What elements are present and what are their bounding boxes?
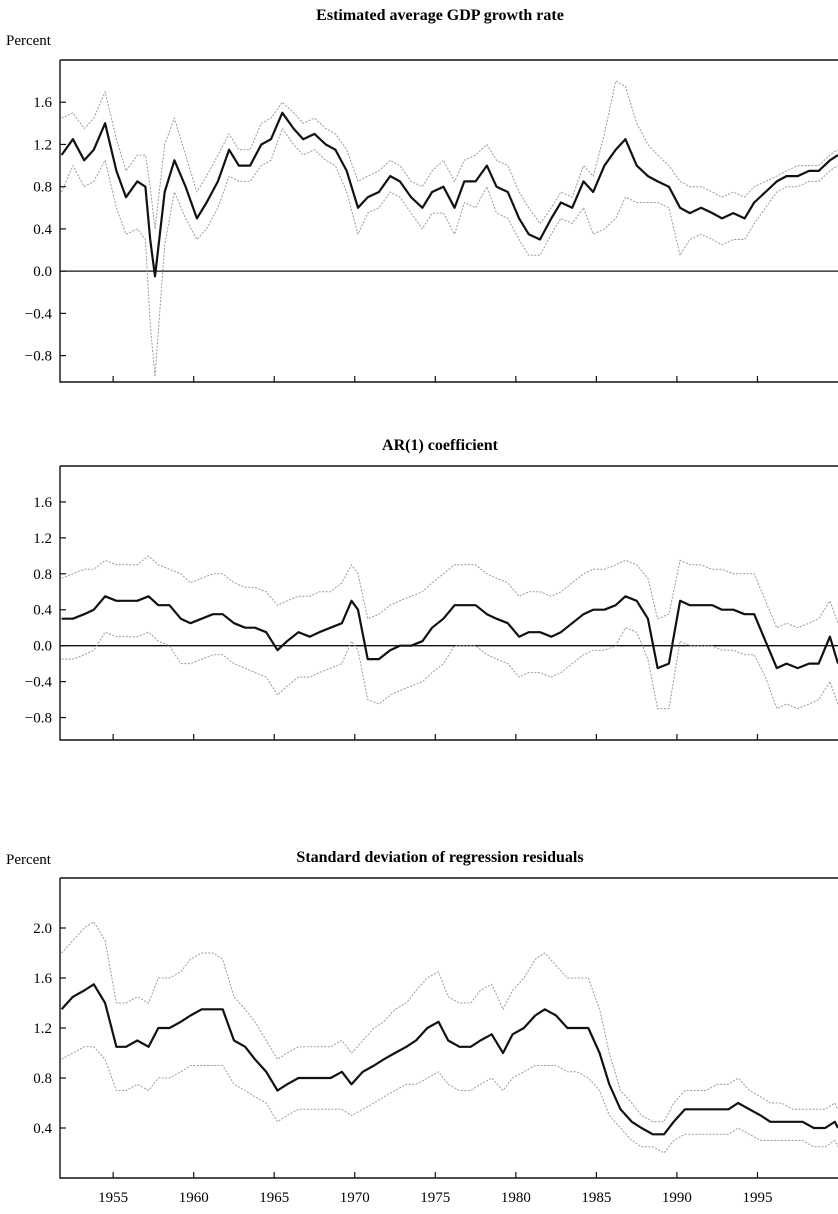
y-tick-label: 1.2 bbox=[33, 531, 52, 547]
series-line-confidence-band bbox=[61, 80, 838, 230]
series-line-confidence-band bbox=[61, 128, 838, 378]
y-tick-label: 0.4 bbox=[33, 603, 52, 619]
y-tick-label: −0.8 bbox=[25, 711, 52, 727]
series-line-estimate bbox=[60, 111, 838, 278]
plot-area: 0.4 0.8 1.2 1.6 2.0 1955 1960 1965 1970 1975 1980 1… bbox=[33, 877, 838, 1206]
x-tick-label: 1980 bbox=[501, 1190, 531, 1206]
series-line-confidence-band bbox=[61, 555, 838, 629]
series-line-estimate bbox=[60, 983, 838, 1136]
x-tick-label: 1975 bbox=[420, 1190, 450, 1206]
y-tick-label: 0.8 bbox=[33, 180, 52, 196]
series-line-confidence-band bbox=[61, 921, 838, 1123]
axis-frame bbox=[59, 877, 838, 1179]
y-axis-unit-label: Percent bbox=[6, 33, 52, 49]
y-tick-label: −0.4 bbox=[25, 306, 53, 322]
panel-title: Standard deviation of regression residua… bbox=[296, 849, 583, 866]
series-line-confidence-band bbox=[61, 627, 838, 710]
y-tick-label: 0.8 bbox=[33, 1071, 52, 1087]
y-tick-label: 1.6 bbox=[33, 971, 52, 987]
y-tick-label: 1.2 bbox=[33, 1021, 52, 1037]
plot-area: −0.8 −0.4 0.0 0.4 0.8 1.2 1.6 bbox=[25, 465, 838, 741]
x-tick-label: 1960 bbox=[179, 1190, 209, 1206]
panel-title: Estimated average GDP growth rate bbox=[316, 7, 564, 24]
x-tick-label: 1955 bbox=[98, 1190, 128, 1206]
y-tick-label: 0.0 bbox=[33, 639, 52, 655]
y-tick-label: −0.8 bbox=[25, 349, 52, 365]
y-tick-label: 0.0 bbox=[33, 264, 52, 280]
y-tick-label: 0.4 bbox=[33, 222, 52, 238]
axis-frame bbox=[59, 465, 838, 741]
y-tick-label: 2.0 bbox=[33, 921, 52, 937]
panel-residual-std-dev: Standard deviation of regression residua… bbox=[6, 849, 838, 1206]
series-line-estimate bbox=[61, 595, 838, 670]
x-tick-label: 1985 bbox=[581, 1190, 611, 1206]
panel-ar1-coefficient: AR(1) coefficient −0.8 −0.4 0.0 0.4 0.8 1.2 1.… bbox=[25, 437, 838, 741]
x-tick-label: 1995 bbox=[742, 1190, 772, 1206]
y-axis-unit-label: Percent bbox=[6, 852, 52, 868]
y-tick-label: 0.8 bbox=[33, 567, 52, 583]
y-tick-label: 1.2 bbox=[33, 137, 52, 153]
x-tick-label: 1965 bbox=[259, 1190, 289, 1206]
y-tick-label: 0.4 bbox=[33, 1121, 52, 1137]
x-tick-label: 1990 bbox=[662, 1190, 692, 1206]
panel-gdp-growth: Estimated average GDP growth rate Percen… bbox=[6, 7, 838, 383]
y-tick-label: 1.6 bbox=[33, 95, 52, 111]
y-tick-label: 1.6 bbox=[33, 495, 52, 511]
series-line-confidence-band bbox=[61, 1046, 838, 1154]
plot-area: −0.8 −0.4 0.0 0.4 0.8 1.2 1.6 bbox=[25, 59, 838, 383]
x-tick-label: 1970 bbox=[340, 1190, 370, 1206]
y-tick-label: −0.4 bbox=[25, 675, 53, 691]
axis-frame bbox=[59, 59, 838, 383]
panel-title: AR(1) coefficient bbox=[382, 437, 499, 454]
